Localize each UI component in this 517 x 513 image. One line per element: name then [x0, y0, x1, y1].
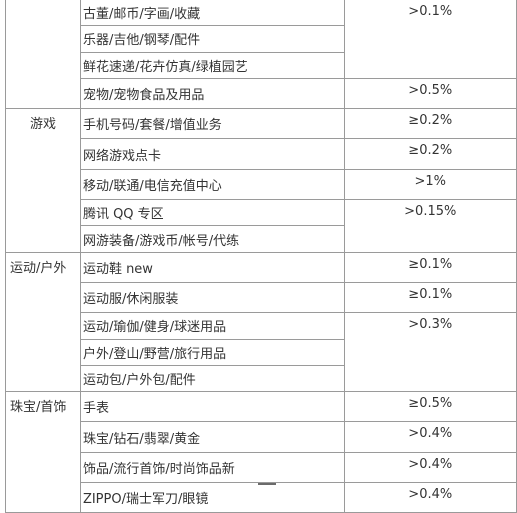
item-cell: 移动/联通/电信充值中心: [79, 168, 345, 201]
table-row: ZIPPO/瑞士军刀/眼镜 >0.4%: [6, 482, 517, 513]
item-cell: 古董/邮币/字画/收藏: [79, 0, 345, 27]
rate-cell: >0.15%: [343, 199, 517, 253]
table-body: 古董/邮币/字画/收藏 >0.1% 乐器/吉他/钢琴/配件 鲜花速递/花卉仿真/…: [5, 0, 517, 513]
item-cell: 运动包/户外包/配件: [79, 364, 345, 393]
rate-cell: ≥0.2%: [343, 108, 517, 140]
table-row: 户外/登山/野营/旅行用品: [6, 338, 517, 366]
rate-cell: >1%: [343, 168, 517, 201]
category-cell: 游戏: [5, 108, 81, 253]
item-cell: 运动/瑜伽/健身/球迷用品: [79, 312, 345, 340]
rate-cell: >0.1%: [343, 0, 517, 79]
category-cell: [5, 0, 81, 110]
rate-cell: >0.5%: [343, 77, 517, 110]
commission-rate-table: 古董/邮币/字画/收藏 >0.1% 乐器/吉他/钢琴/配件 鲜花速递/花卉仿真/…: [5, 0, 517, 513]
item-cell: 网游装备/游戏币/帐号/代练: [79, 225, 345, 253]
rate-cell: >0.4%: [343, 421, 517, 453]
table-row: 珠宝/首饰 手表 ≥0.5%: [5, 391, 517, 513]
item-cell: 鲜花速递/花卉仿真/绿植园艺: [79, 51, 345, 79]
table-row: 游戏 手机号码/套餐/增值业务 ≥0.2%: [5, 108, 517, 253]
item-cell: 运动服/休闲服装: [79, 281, 345, 314]
rate-cell: ≥0.2%: [343, 138, 517, 170]
rate-cell: >0.4%: [343, 451, 517, 484]
rate-cell: ≥0.5%: [343, 391, 517, 423]
table-row: 鲜花速递/花卉仿真/绿植园艺: [6, 51, 517, 79]
rate-cell: >0.4%: [343, 482, 517, 513]
table-row: 移动/联通/电信充值中心 >1%: [6, 168, 517, 201]
rate-cell: >0.3%: [343, 312, 517, 393]
item-cell: 腾讯 QQ 专区: [79, 199, 345, 227]
item-cell: ZIPPO/瑞士军刀/眼镜: [79, 482, 345, 513]
table-row: 乐器/吉他/钢琴/配件: [6, 25, 517, 53]
category-cell: 珠宝/首饰: [5, 391, 81, 513]
table-row: 腾讯 QQ 专区 >0.15%: [6, 199, 517, 253]
item-cell: 宠物/宠物食品及用品: [79, 77, 345, 110]
table-row: 饰品/流行首饰/时尚饰品新 >0.4%: [6, 451, 517, 484]
page-divider-mark: [258, 483, 276, 485]
table-row: 珠宝/钻石/翡翠/黄金 >0.4%: [6, 421, 517, 453]
item-cell: 饰品/流行首饰/时尚饰品新: [79, 451, 345, 484]
item-cell: 网络游戏点卡: [79, 138, 345, 170]
item-cell: 乐器/吉他/钢琴/配件: [79, 25, 345, 53]
table-row: 运动服/休闲服装 ≥0.1%: [6, 281, 517, 314]
rate-cell: ≥0.1%: [343, 251, 517, 283]
item-cell: 珠宝/钻石/翡翠/黄金: [79, 421, 345, 453]
table-row: 网络游戏点卡 ≥0.2%: [6, 138, 517, 170]
table-row: 网游装备/游戏币/帐号/代练: [6, 225, 517, 253]
table-row: 古董/邮币/字画/收藏 >0.1%: [5, 0, 517, 110]
item-cell: 户外/登山/野营/旅行用品: [79, 338, 345, 366]
item-cell: 手表: [79, 391, 345, 423]
table-row: 宠物/宠物食品及用品 >0.5%: [6, 77, 517, 110]
category-cell: 运动/户外: [5, 251, 81, 393]
table-row: 运动/瑜伽/健身/球迷用品 >0.3%: [6, 312, 517, 393]
table-row: 运动包/户外包/配件: [6, 364, 517, 393]
item-cell: 运动鞋 new: [79, 251, 345, 283]
rate-cell: ≥0.1%: [343, 281, 517, 314]
table-row: 运动/户外 运动鞋 new ≥0.1%: [5, 251, 517, 393]
item-cell: 手机号码/套餐/增值业务: [79, 108, 345, 140]
